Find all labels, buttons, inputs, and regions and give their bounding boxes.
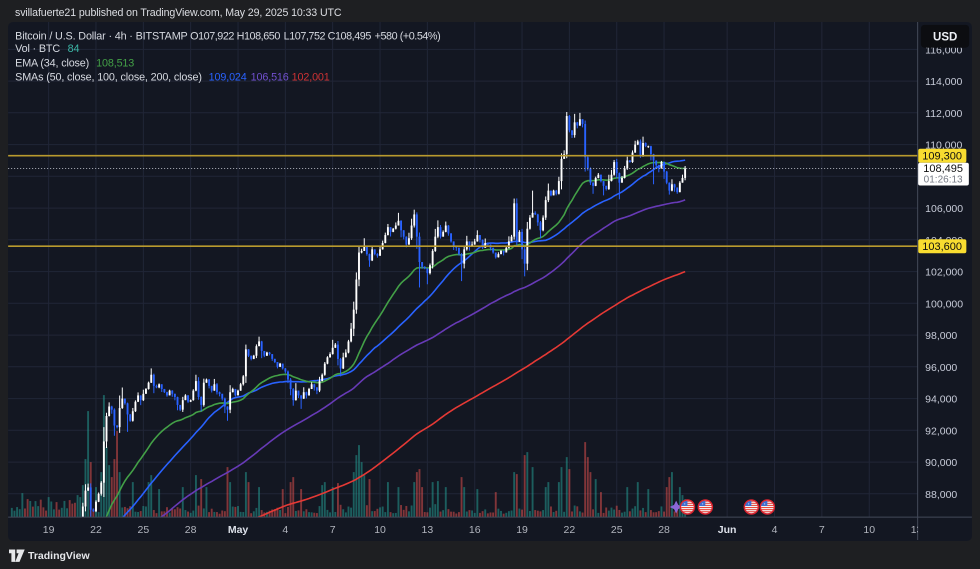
svg-text:L107,752: L107,752	[284, 30, 326, 42]
svg-text:25: 25	[138, 524, 150, 536]
svg-text:25: 25	[611, 524, 623, 536]
svg-text:106,516: 106,516	[251, 72, 289, 84]
svg-text:+580 (+0.54%): +580 (+0.54%)	[375, 30, 441, 42]
svg-text:SMAs (50, close, 100, close, 2: SMAs (50, close, 100, close, 200, close)	[15, 72, 202, 84]
svg-text:102,000: 102,000	[925, 267, 963, 279]
svg-text:C108,495: C108,495	[328, 30, 372, 42]
svg-text:84: 84	[68, 43, 80, 55]
svg-text:Vol · BTC: Vol · BTC	[15, 43, 60, 55]
svg-text:10: 10	[374, 524, 386, 536]
svg-text:19: 19	[43, 524, 55, 536]
svg-text:7: 7	[330, 524, 336, 536]
svg-text:28: 28	[658, 524, 670, 536]
svg-text:114,000: 114,000	[925, 76, 962, 88]
svg-text:100,000: 100,000	[925, 298, 963, 310]
svg-text:88,000: 88,000	[925, 489, 957, 501]
svg-text:01:26:13: 01:26:13	[924, 175, 963, 186]
svg-text:98,000: 98,000	[925, 330, 957, 342]
svg-text:EMA (34, close): EMA (34, close)	[15, 58, 89, 70]
svg-text:Bitcoin / U.S. Dollar · 4h · B: Bitcoin / U.S. Dollar · 4h · BITSTAMP	[15, 30, 187, 42]
svg-text:110,000: 110,000	[925, 140, 962, 152]
svg-text:109,300: 109,300	[922, 151, 962, 163]
svg-text:92,000: 92,000	[925, 425, 957, 437]
svg-text:103,600: 103,600	[922, 241, 962, 253]
svg-text:94,000: 94,000	[925, 394, 957, 406]
svg-text:O107,922: O107,922	[190, 30, 234, 42]
svg-text:102,001: 102,001	[292, 72, 330, 84]
svg-text:106,000: 106,000	[925, 203, 963, 215]
svg-text:109,024: 109,024	[209, 72, 247, 84]
svg-text:90,000: 90,000	[925, 457, 957, 469]
svg-text:16: 16	[469, 524, 481, 536]
svg-text:13: 13	[422, 524, 434, 536]
svg-text:19: 19	[516, 524, 528, 536]
svg-text:H108,650: H108,650	[237, 30, 281, 42]
svg-text:22: 22	[564, 524, 576, 536]
svg-text:4: 4	[282, 524, 288, 536]
svg-text:108,495: 108,495	[923, 163, 963, 175]
svg-text:13: 13	[911, 524, 923, 536]
svg-text:10: 10	[863, 524, 875, 536]
svg-text:22: 22	[90, 524, 102, 536]
svg-text:USD: USD	[933, 32, 957, 44]
svg-text:May: May	[228, 524, 249, 536]
svg-text:28: 28	[185, 524, 197, 536]
svg-text:7: 7	[819, 524, 825, 536]
svg-text:96,000: 96,000	[925, 362, 957, 374]
svg-text:4: 4	[772, 524, 778, 536]
svg-text:Jun: Jun	[718, 524, 737, 536]
svg-text:108,513: 108,513	[96, 58, 134, 70]
svg-text:112,000: 112,000	[925, 108, 962, 120]
